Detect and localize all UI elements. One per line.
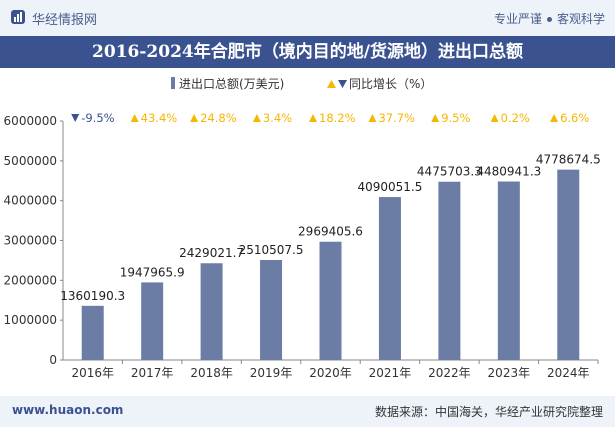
data-source: 数据来源：中国海关，华经产业研究院整理 [374, 405, 603, 419]
bar-chart: 进出口总额(万美元) 同比增长（%） 0 1000000 2000000 3000000 4… [4, 77, 601, 380]
tag-objective: 客观科学 [556, 12, 605, 26]
legend-up-triangle-icon [327, 80, 336, 88]
bar [319, 241, 342, 360]
growth-up-triangle-icon [309, 114, 317, 122]
bar-value-label: 1947965.9 [120, 265, 185, 279]
x-tick-label: 2017年 [131, 366, 174, 380]
bar-value-label: 4090051.5 [357, 180, 422, 194]
x-tick-label: 2021年 [369, 366, 412, 380]
bar [438, 181, 461, 360]
bar-value-label: 4475703.3 [417, 165, 482, 179]
growth-up-triangle-icon [550, 114, 559, 122]
x-tick-label: 2022年 [428, 366, 471, 380]
growth-up-triangle-icon [431, 114, 440, 122]
growth-down-triangle-icon [71, 114, 80, 122]
legend-bar-swatch-icon [171, 77, 175, 89]
growth-label: 0.2% [501, 111, 530, 125]
legend-down-triangle-icon [338, 80, 347, 88]
bar-value-label: 2510507.5 [239, 243, 304, 257]
growth-up-triangle-icon [130, 114, 139, 122]
growth-label: 3.4% [263, 111, 292, 125]
growth-up-triangle-icon [490, 114, 499, 122]
bar [260, 259, 283, 360]
website-link[interactable]: www.huaon.com [12, 403, 124, 417]
growth-up-triangle-icon [190, 114, 199, 122]
growth-up-triangle-icon [368, 114, 377, 122]
bar-value-label: 2429021.7 [179, 246, 244, 260]
brand-name: 华经情报网 [32, 13, 98, 28]
growth-label: 6.6% [560, 111, 589, 125]
y-tick-label: 1000000 [4, 313, 57, 327]
x-tick-label: 2020年 [309, 366, 352, 380]
bar [378, 197, 401, 360]
legend-growth-label: 同比增长（%） [349, 77, 432, 91]
x-tick-label: 2024年 [547, 366, 590, 380]
y-tick-label: 2000000 [4, 273, 57, 287]
logo-icon [11, 10, 25, 24]
growth-label: 43.4% [141, 111, 178, 125]
bar [557, 169, 580, 360]
separator-dot-icon [546, 17, 552, 22]
bar-value-label: 4778674.5 [536, 153, 601, 167]
chart-title: 2016-2024年合肥市（境内目的地/货源地）进出口总额 [0, 36, 615, 68]
bar [81, 305, 104, 360]
growth-label: 9.5% [441, 111, 470, 125]
header-bar: 华经情报网 专业严谨 客观科学 [0, 0, 615, 36]
y-tick-label: 5000000 [4, 154, 57, 168]
y-tick-label: 0 [49, 353, 57, 367]
x-tick-label: 2019年 [250, 366, 293, 380]
y-tick-label: 3000000 [4, 234, 57, 248]
x-tick-label: 2018年 [190, 366, 233, 380]
bar-value-label: 2969405.6 [298, 225, 363, 239]
x-tick-label: 2023年 [488, 366, 531, 380]
bar-value-label: 1360190.3 [60, 289, 125, 303]
x-tick-label: 2016年 [71, 366, 114, 380]
legend-bar-label: 进出口总额(万美元) [179, 77, 284, 91]
tag-professional: 专业严谨 [493, 12, 542, 26]
footer-bar: www.huaon.com 数据来源：中国海关，华经产业研究院整理 [0, 396, 615, 427]
y-tick-label: 6000000 [4, 114, 57, 128]
growth-up-triangle-icon [252, 114, 261, 122]
growth-label: -9.5% [81, 111, 114, 125]
bar [497, 181, 520, 360]
y-tick-label: 4000000 [4, 194, 57, 208]
bar [200, 263, 223, 360]
bar [141, 282, 164, 360]
growth-label: 24.8% [200, 111, 237, 125]
bar-value-label: 4480941.3 [476, 165, 541, 179]
growth-label: 18.2% [319, 111, 356, 125]
header-tags: 专业严谨 客观科学 [494, 10, 605, 27]
growth-label: 37.7% [378, 111, 415, 125]
